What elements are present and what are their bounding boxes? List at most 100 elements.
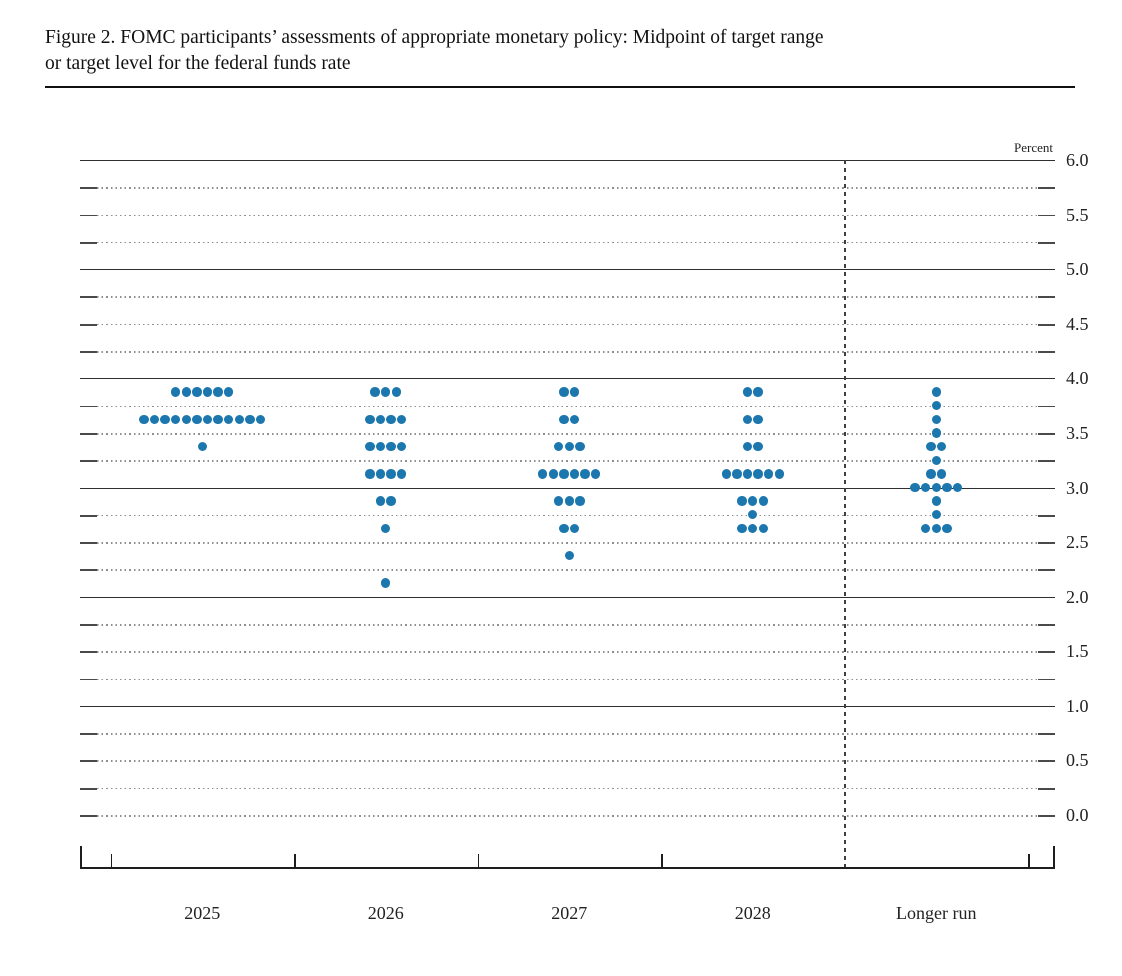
fomc-dot (160, 414, 170, 424)
y-axis-label: 2.5 (1066, 532, 1089, 553)
fomc-dot (569, 523, 580, 534)
gridline-dotted (97, 514, 1038, 517)
gridline-left-stub (80, 733, 97, 735)
x-axis-left-corner (80, 846, 82, 867)
fomc-dot (553, 441, 564, 452)
x-axis-tick (661, 854, 663, 867)
fomc-dot (255, 414, 266, 424)
gridline-right-stub (1038, 514, 1055, 517)
y-axis-label: 6.0 (1066, 150, 1089, 170)
gridline-left-stub (80, 678, 97, 681)
gridline-dotted (97, 569, 1038, 571)
gridline-left-stub (80, 623, 97, 626)
gridline-left-stub (80, 405, 97, 408)
fomc-dot (375, 469, 386, 479)
x-axis-label-2027: 2027 (551, 903, 588, 923)
gridline-left-stub (80, 651, 97, 654)
fomc-dot (192, 414, 202, 424)
fomc-dot (381, 387, 391, 397)
fomc-dot (742, 469, 753, 479)
gridline-dotted (97, 296, 1038, 299)
fomc-dot (375, 414, 386, 424)
gridline-solid (80, 378, 1055, 380)
fomc-dot (365, 441, 375, 452)
fomc-dot (181, 387, 192, 397)
fomc-dot (386, 414, 396, 424)
x-axis-label-2026: 2026 (367, 903, 404, 923)
gridline-right-stub (1038, 678, 1055, 681)
fomc-dot (591, 469, 601, 479)
y-axis-label: 3.0 (1066, 477, 1089, 498)
y-axis-label: 4.5 (1066, 313, 1089, 334)
gridline-dotted (97, 214, 1038, 217)
fomc-dot (753, 469, 763, 479)
gridline-left-stub (80, 760, 97, 763)
y-axis-label: 4.0 (1066, 368, 1089, 389)
fomc-dot (197, 441, 207, 452)
gridline-right-stub (1038, 460, 1055, 462)
gridline-right-stub (1038, 623, 1055, 626)
fomc-dot (391, 387, 402, 397)
fomc-dot (732, 469, 742, 479)
gridline-right-stub (1038, 432, 1055, 435)
fomc-dot (386, 496, 396, 506)
fomc-dot (931, 455, 941, 465)
gridline-dotted (97, 405, 1038, 408)
fomc-dot (936, 441, 947, 452)
fomc-dot (396, 469, 407, 479)
fomc-dot (564, 496, 574, 506)
fomc-dot (931, 523, 941, 534)
gridline-right-stub (1038, 405, 1055, 408)
fomc-dot (381, 578, 391, 588)
fomc-dot (181, 414, 192, 424)
fomc-dot (149, 414, 160, 424)
fomc-dot (569, 414, 580, 424)
fomc-dot (931, 387, 941, 397)
fomc-dot (553, 496, 564, 506)
gridline-right-stub (1038, 296, 1055, 299)
figure-title-line-1: Figure 2. FOMC participants’ assessments… (45, 27, 824, 48)
gridline-left-stub (80, 214, 97, 217)
fomc-dot (575, 496, 585, 506)
fomc-dot (370, 387, 380, 397)
gridline-dotted (97, 351, 1038, 353)
gridline-solid (80, 269, 1055, 271)
fomc-dot (569, 387, 580, 397)
fomc-dot (742, 414, 753, 424)
fomc-dot (396, 441, 407, 452)
fomc-dot (386, 469, 396, 479)
fomc-dot (224, 387, 234, 397)
fomc-dot (942, 482, 952, 493)
gridline-right-stub (1038, 187, 1055, 190)
gridline-right-stub (1038, 351, 1055, 353)
gridline-left-stub (80, 432, 97, 435)
fomc-dot (213, 414, 223, 424)
fomc-dot (936, 469, 947, 479)
y-axis-label: 5.0 (1066, 259, 1089, 280)
fomc-dot (202, 387, 213, 397)
gridline-right-stub (1038, 815, 1055, 817)
gridline-left-stub (80, 569, 97, 572)
gridline-left-stub (80, 815, 97, 817)
x-axis-label-2025: 2025 (184, 903, 221, 923)
fomc-dot (931, 428, 941, 438)
title-rule (45, 86, 1075, 88)
fomc-dot (139, 414, 149, 424)
fomc-dot (737, 523, 747, 534)
gridline-solid (80, 487, 1055, 489)
fomc-dot (758, 496, 769, 506)
x-axis-tick (477, 854, 479, 867)
x-axis-right-corner (1053, 846, 1055, 867)
gridline-dotted (97, 733, 1038, 735)
fomc-dot (926, 469, 936, 479)
fomc-dot (742, 387, 753, 397)
gridline-left-stub (80, 514, 97, 517)
fomc-dot (575, 441, 585, 452)
x-axis-line (80, 867, 1055, 869)
fomc-dot (213, 387, 223, 397)
fomc-dot (931, 496, 941, 506)
fomc-dot (386, 441, 396, 452)
fomc-dot (748, 523, 758, 534)
y-axis-label: 5.5 (1066, 204, 1089, 225)
